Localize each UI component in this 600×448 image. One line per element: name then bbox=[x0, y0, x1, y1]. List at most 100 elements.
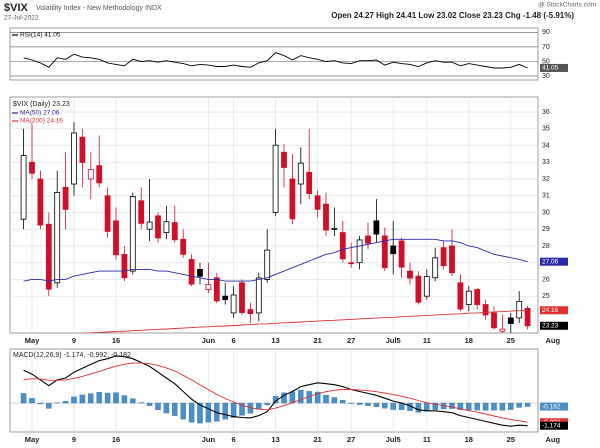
histogram-bar bbox=[197, 402, 203, 424]
candle-body bbox=[423, 276, 430, 297]
plot-area bbox=[10, 349, 538, 432]
candle-body bbox=[289, 178, 296, 220]
histogram-bar bbox=[424, 402, 430, 412]
candle-body bbox=[79, 136, 86, 163]
histogram-bar bbox=[163, 402, 170, 414]
indicator-line bbox=[23, 238, 528, 282]
candle-body bbox=[457, 282, 464, 310]
histogram-bar bbox=[323, 394, 329, 404]
y-tick-label: 50 bbox=[542, 58, 550, 65]
macd-panel bbox=[9, 348, 539, 433]
candle-body bbox=[146, 221, 153, 230]
value-label: 24.16 bbox=[542, 307, 559, 314]
histogram-bar bbox=[71, 396, 77, 404]
x-tick-label: May bbox=[25, 336, 40, 345]
x-tick-label: 13 bbox=[271, 336, 279, 345]
histogram-bar bbox=[457, 402, 464, 410]
candle-body bbox=[171, 222, 178, 241]
candle-body bbox=[113, 220, 119, 256]
x-tick-label: 27 bbox=[347, 336, 355, 345]
candle-body bbox=[104, 195, 111, 232]
histogram-bar bbox=[298, 389, 304, 404]
y-tick-label: 29 bbox=[542, 226, 550, 233]
value-label: 27.06 bbox=[542, 258, 559, 265]
candle-body bbox=[272, 144, 279, 213]
plot-area bbox=[10, 32, 538, 77]
histogram-bar bbox=[524, 402, 531, 407]
x-tick-label: 9 bbox=[72, 336, 76, 345]
y-tick-label: 90 bbox=[542, 29, 550, 36]
value-label: 23.23 bbox=[542, 323, 559, 330]
histogram-bar bbox=[230, 402, 237, 418]
candle-body bbox=[281, 151, 287, 168]
candle-body bbox=[121, 253, 128, 279]
value-box bbox=[540, 306, 568, 315]
x-tick-label: 6 bbox=[232, 435, 236, 444]
instrument-name: Volatility Index - New Methodology INDX bbox=[36, 5, 162, 12]
candle-body bbox=[491, 312, 497, 329]
histogram-bar bbox=[449, 402, 455, 409]
candle-body bbox=[264, 249, 271, 280]
candle-body bbox=[180, 238, 187, 255]
candle-body bbox=[297, 162, 304, 185]
candle-body bbox=[524, 307, 531, 327]
candle-body bbox=[507, 317, 514, 325]
candle-body bbox=[29, 161, 35, 174]
histogram-bar bbox=[239, 402, 245, 416]
candle-body bbox=[449, 245, 455, 274]
panel-title: MACD(12,26,9) -1.174, -0.992, -0.182 bbox=[13, 352, 131, 359]
histogram-bar bbox=[146, 402, 153, 406]
rsi-panel bbox=[9, 27, 539, 81]
histogram-bar bbox=[356, 402, 363, 405]
candle-body bbox=[247, 309, 254, 314]
histogram-bar bbox=[113, 392, 119, 404]
y-tick-label: 33 bbox=[542, 159, 550, 166]
histogram-bar bbox=[382, 402, 388, 409]
candle-body bbox=[516, 300, 523, 319]
credit: @ StockCharts.com bbox=[538, 2, 596, 9]
histogram-bar bbox=[390, 402, 396, 410]
y-tick-label: 32 bbox=[542, 176, 550, 183]
x-tick-label: Jul5 bbox=[386, 336, 401, 345]
histogram-bar bbox=[289, 391, 296, 404]
y-tick-label: 28 bbox=[542, 243, 550, 250]
histogram-bar bbox=[121, 395, 128, 404]
indicator-line bbox=[23, 355, 528, 427]
histogram-bar bbox=[188, 402, 195, 423]
histogram-bar bbox=[365, 402, 371, 406]
histogram-bar bbox=[54, 402, 60, 404]
x-tick-label: 21 bbox=[313, 435, 321, 444]
x-tick-label: Jun bbox=[202, 336, 216, 345]
candle-body bbox=[390, 245, 397, 255]
candle-body bbox=[255, 277, 262, 314]
histogram-bar bbox=[516, 402, 522, 408]
candle-body bbox=[415, 275, 422, 303]
candle-body bbox=[499, 328, 506, 332]
x-tick-label: Jul5 bbox=[386, 435, 401, 444]
histogram-bar bbox=[88, 393, 94, 404]
histogram-bar bbox=[62, 400, 69, 404]
histogram-bar bbox=[180, 402, 186, 420]
value-label: -0.182 bbox=[542, 403, 561, 410]
indicator-line bbox=[23, 362, 528, 423]
histogram-bar bbox=[222, 402, 228, 420]
y-tick-label: 26 bbox=[542, 276, 550, 283]
value-box bbox=[540, 421, 568, 430]
histogram-bar bbox=[96, 392, 102, 404]
x-tick-label: 25 bbox=[507, 435, 515, 444]
value-box bbox=[540, 402, 568, 411]
date: 27-Jul-2022 bbox=[4, 15, 39, 22]
x-tick-label: 16 bbox=[112, 435, 120, 444]
candle-body bbox=[213, 277, 220, 302]
candle-body bbox=[129, 196, 136, 272]
candle-body bbox=[365, 235, 371, 244]
y-tick-label: 31 bbox=[542, 193, 550, 200]
candle-body bbox=[381, 235, 388, 269]
histogram-bar bbox=[482, 402, 489, 411]
histogram-bar bbox=[432, 402, 438, 410]
x-tick-label: 27 bbox=[347, 435, 355, 444]
histogram-bar bbox=[264, 402, 270, 406]
histogram-bar bbox=[415, 402, 422, 413]
candle-body bbox=[339, 232, 346, 260]
candle-body bbox=[62, 186, 69, 210]
